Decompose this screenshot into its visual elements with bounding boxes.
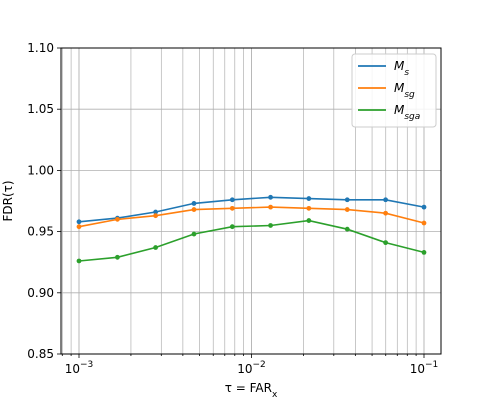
y-tick-label: 1.00 [27, 163, 54, 177]
data-point-sg [115, 216, 120, 222]
data-point-sg [383, 210, 389, 216]
data-point-s [306, 196, 312, 201]
data-point-sg [153, 213, 158, 219]
legend-label-subscript: sg [404, 90, 415, 100]
y-axis-label: FDR(τ) [1, 180, 15, 221]
legend-label-subscript: s [404, 68, 409, 78]
x-tick-label-base: 10 [410, 362, 425, 376]
legend-label-sga: Msga [394, 103, 420, 122]
legend-label-base: M [394, 103, 405, 117]
x-tick-label-exponent: −2 [253, 360, 266, 370]
y-tick-label: 1.05 [27, 102, 54, 116]
x-tick-label: 10−2 [237, 360, 266, 376]
data-point-sg [421, 220, 427, 226]
data-point-sg [76, 224, 82, 230]
data-point-sga [344, 226, 350, 232]
series-line-sga [78, 219, 425, 262]
x-tick-label: 10−1 [410, 360, 439, 376]
x-axis-label-subscript: x [272, 390, 278, 400]
y-tick-label: 0.95 [27, 225, 54, 239]
legend-label-subscript: sga [404, 112, 420, 122]
legend-label-base: M [394, 81, 405, 95]
data-point-sga [306, 218, 312, 223]
legend-box [351, 53, 437, 128]
data-point-s [76, 219, 82, 225]
data-point-sga [383, 240, 389, 246]
data-point-s [421, 204, 427, 210]
x-tick-label: 10−3 [65, 360, 94, 376]
data-point-sga [421, 250, 427, 255]
legend-label-base: M [394, 59, 405, 73]
x-tick-label-exponent: −1 [425, 360, 438, 370]
data-point-sga [191, 231, 197, 237]
data-point-sg [191, 207, 197, 212]
data-point-sga [153, 245, 158, 250]
x-tick-label-base: 10 [65, 362, 80, 376]
data-point-sg [306, 205, 312, 211]
data-point-s [191, 201, 197, 206]
x-axis-label: τ = FARx [225, 381, 278, 400]
data-point-sg [229, 205, 235, 211]
series-line-sg [78, 206, 425, 228]
y-tick-label: 1.10 [27, 41, 54, 55]
data-point-s [344, 197, 350, 203]
data-point-sga [76, 258, 82, 264]
x-tick-label-exponent: −3 [80, 360, 93, 370]
data-point-sga [268, 223, 273, 228]
series-lines [76, 194, 427, 264]
data-point-s [268, 194, 273, 200]
data-point-sg [268, 204, 273, 210]
legend-label-sg: Msg [394, 81, 415, 100]
data-point-sga [115, 254, 120, 260]
x-axis-label-base: τ = FAR [225, 381, 272, 395]
data-point-s [153, 209, 158, 215]
data-point-sg [344, 207, 350, 212]
plot-area-frame [60, 47, 442, 355]
y-tick-label: 0.85 [27, 347, 54, 361]
data-point-s [229, 197, 235, 203]
data-point-sga [229, 224, 235, 230]
y-tick-label: 0.90 [27, 286, 54, 300]
series-line-s [78, 196, 425, 223]
x-tick-label-base: 10 [237, 362, 252, 376]
legend-label-s: Ms [394, 59, 409, 78]
data-point-s [383, 197, 389, 203]
